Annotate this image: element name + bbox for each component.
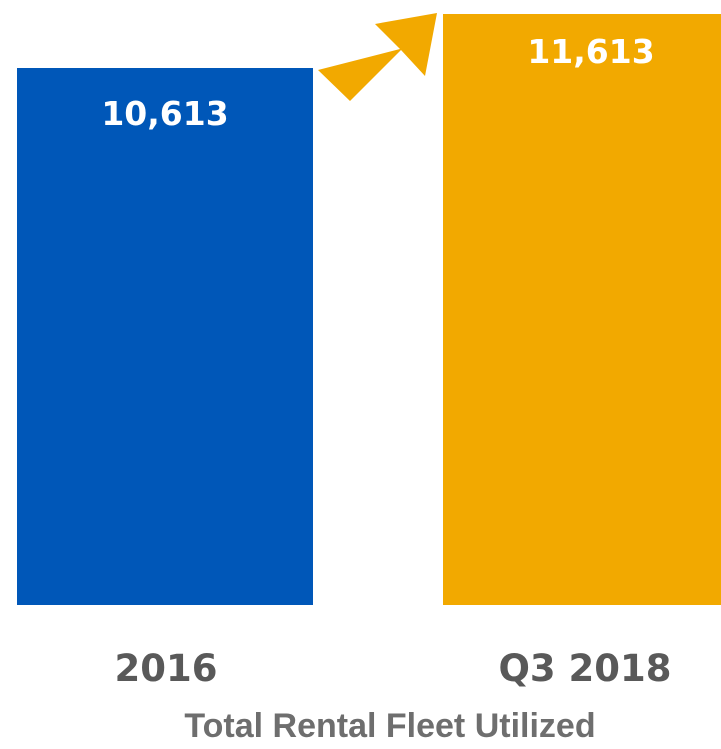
bars-group (17, 14, 721, 605)
bar-2016 (17, 68, 313, 605)
labels-group: 10,613 2016 11,613 Q3 2018 (101, 32, 671, 690)
category-label-2016: 2016 (115, 647, 218, 690)
bar-q3-2018 (443, 14, 721, 605)
growth-arrow-icon (318, 13, 437, 101)
growth-arrow-group (318, 13, 437, 101)
value-label-2016: 10,613 (101, 94, 228, 133)
chart-title: Total Rental Fleet Utilized (184, 707, 595, 745)
category-label-q3-2018: Q3 2018 (498, 647, 671, 690)
value-label-q3-2018: 11,613 (527, 32, 654, 71)
